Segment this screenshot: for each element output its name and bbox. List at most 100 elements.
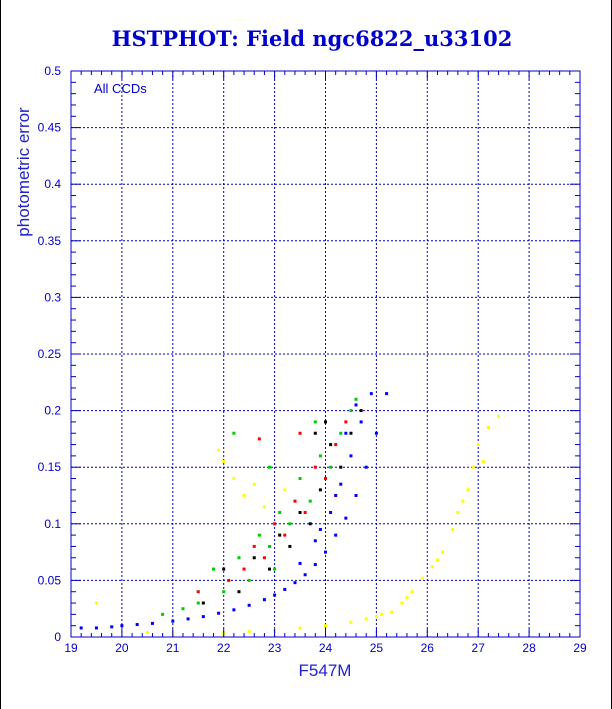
data-point [201,615,205,619]
data-point [385,392,389,396]
data-point [405,595,409,599]
data-point [354,494,358,497]
data-point [94,601,98,605]
data-point [278,510,282,514]
data-point [247,629,251,633]
data-point [430,565,434,569]
data-point [481,460,485,464]
scatter-series [201,409,363,605]
tick-marks [70,70,581,638]
data-point [410,590,414,594]
data-point [222,460,226,464]
data-point [334,443,338,447]
data-point [359,409,363,413]
x-tick-label: 23 [268,641,282,655]
data-point [227,578,231,582]
data-point [354,397,358,401]
y-tick-label: 0.05 [38,573,62,587]
data-point [324,550,327,554]
data-point [390,610,394,614]
data-point [293,581,297,585]
y-tick-label: 0.4 [44,177,61,191]
y-tick-label: 0.3 [44,290,61,304]
data-point [324,624,327,628]
data-point [329,510,333,514]
data-point [79,626,83,630]
data-point [349,409,353,413]
y-tick-label: 0.15 [38,460,62,474]
data-point [349,454,353,458]
data-point [334,494,338,497]
data-point [252,544,256,548]
data-point [318,454,322,458]
data-point [257,533,261,537]
data-point [359,420,363,424]
data-point [344,516,348,520]
data-point [262,505,266,509]
data-point [298,626,302,630]
data-point [339,431,343,435]
data-point [349,620,353,624]
data-point [247,578,251,582]
data-point [313,563,317,567]
data-point [237,556,241,560]
data-points [79,392,501,636]
data-point [461,499,465,503]
x-tick-label: 20 [115,641,129,655]
y-tick-label: 0.45 [38,121,62,135]
scatter-series [161,397,358,616]
data-point [451,527,455,531]
data-point [273,593,277,597]
data-point [201,601,205,605]
data-point [150,621,154,625]
data-point [247,603,251,607]
data-point [329,465,333,469]
data-point [318,488,322,492]
data-point [252,482,256,486]
data-point [324,420,327,424]
data-point [161,612,165,616]
y-tick-label: 0.5 [44,64,61,78]
data-point [354,403,358,407]
x-tick-label: 25 [370,641,384,655]
data-point [369,392,373,396]
data-point [400,601,404,605]
y-tick-labels: 0 0.05 0.1 0.15 0.2 0.25 0.3 0.35 0.4 0.45 0.5 [38,64,62,644]
data-point [456,510,460,514]
data-point [242,567,246,571]
data-point [196,601,200,605]
data-point [145,630,149,634]
data-point [471,465,475,469]
grid-lines [71,71,580,637]
data-point [135,623,139,627]
data-point [476,443,480,447]
data-point [196,590,200,594]
data-point [313,539,317,543]
frame-left-border [0,0,1,709]
data-point [374,431,378,435]
data-point [313,431,317,435]
y-tick-label: 0.35 [38,234,62,248]
data-point [186,617,190,621]
x-axis-label: F547M [299,661,352,680]
x-tick-label: 21 [166,641,180,655]
data-point [262,556,266,560]
data-point [222,590,226,594]
data-point [298,477,302,481]
data-point [339,465,343,469]
data-point [379,612,383,616]
x-tick-labels: 19 20 21 22 23 24 25 26 27 28 29 [64,641,587,655]
data-point [344,420,348,424]
data-point [283,533,287,537]
data-point [212,567,216,571]
data-point [308,522,312,526]
data-point [324,477,327,481]
data-point [232,477,236,481]
data-point [94,626,98,630]
data-point [232,608,236,612]
data-point [110,625,114,629]
data-point [308,499,312,503]
data-point [486,426,490,430]
x-tick-label: 22 [217,641,231,655]
data-point [288,522,292,526]
